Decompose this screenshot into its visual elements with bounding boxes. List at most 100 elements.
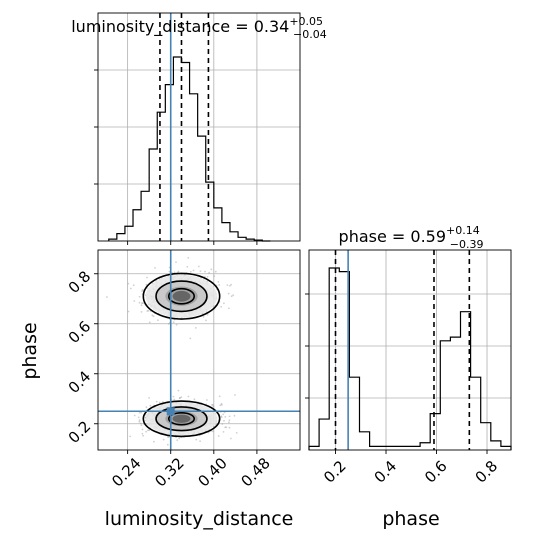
contour-1-2 bbox=[142, 400, 221, 438]
phase-x-tick-label: 0.6 bbox=[421, 457, 451, 487]
joint-y-tick-label: 0.4 bbox=[65, 367, 95, 397]
sample-point bbox=[217, 435, 220, 437]
sample-point bbox=[197, 265, 200, 268]
sample-point bbox=[227, 292, 230, 295]
sample-point bbox=[140, 311, 143, 313]
sample-point bbox=[220, 306, 223, 308]
sample-point bbox=[158, 401, 161, 404]
joint-y-tick-label: 0.6 bbox=[65, 317, 95, 347]
sample-point bbox=[212, 405, 215, 408]
sample-point bbox=[230, 295, 233, 298]
sample-point bbox=[106, 296, 108, 298]
sample-point bbox=[204, 270, 206, 273]
sample-point bbox=[138, 420, 141, 423]
sample-point bbox=[199, 270, 202, 272]
sample-point bbox=[146, 276, 148, 279]
sample-point bbox=[211, 430, 214, 433]
luminosity-distance-marginal-panel: luminosity_distance = 0.34+0.05 −0.04 bbox=[71, 12, 327, 245]
contour-1-1 bbox=[155, 406, 208, 432]
y-axis-label-phase: phase bbox=[19, 322, 41, 379]
sample-point bbox=[223, 302, 225, 305]
sample-point bbox=[140, 424, 143, 427]
sample-point bbox=[232, 294, 235, 297]
sample-point bbox=[175, 323, 178, 326]
contour-0-2 bbox=[142, 272, 221, 320]
phase-x-tick-labels: 0.2 0.4 0.6 0.8 bbox=[320, 457, 501, 487]
sample-point bbox=[177, 270, 180, 273]
phase-x-tick-label: 0.4 bbox=[371, 457, 401, 487]
sample-point bbox=[140, 304, 143, 307]
sample-point bbox=[189, 270, 192, 273]
sample-point bbox=[142, 434, 145, 437]
sample-point bbox=[226, 284, 229, 286]
sample-point bbox=[167, 323, 170, 325]
sample-point bbox=[221, 423, 224, 425]
sample-point bbox=[145, 406, 148, 409]
sample-point bbox=[230, 437, 232, 440]
joint-samples bbox=[98, 250, 300, 450]
sample-point bbox=[178, 437, 181, 440]
sample-point bbox=[151, 314, 154, 317]
density-shade-1-3 bbox=[172, 414, 191, 423]
sample-point bbox=[133, 300, 136, 302]
sample-point bbox=[217, 281, 220, 283]
sample-point bbox=[202, 316, 205, 318]
sample-point bbox=[213, 275, 216, 277]
ld-marginal-histogram bbox=[108, 13, 271, 242]
sample-point bbox=[206, 314, 209, 316]
joint-y-tick-labels: 0.2 0.4 0.6 0.8 bbox=[65, 267, 95, 447]
contour-0-1 bbox=[155, 280, 208, 313]
joint-x-tick-label: 0.24 bbox=[108, 454, 144, 490]
ld-marginal-grid bbox=[94, 13, 300, 245]
sample-point bbox=[141, 290, 144, 292]
sample-point bbox=[214, 270, 217, 273]
sample-point bbox=[142, 302, 144, 305]
sample-point bbox=[211, 404, 214, 406]
sample-point bbox=[220, 416, 223, 419]
sample-point bbox=[166, 443, 169, 446]
phase-marginal-panel: 0.2 0.4 0.6 0.8 phase = 0.59+0.14 −0.39 phas… bbox=[305, 224, 512, 530]
sample-point bbox=[152, 315, 155, 318]
sample-point bbox=[148, 321, 151, 324]
sample-point bbox=[206, 399, 208, 401]
sample-point bbox=[192, 269, 195, 272]
sample-point bbox=[210, 268, 213, 271]
x-axis-label-phase: phase bbox=[382, 508, 439, 530]
sample-point bbox=[189, 337, 192, 340]
sample-point bbox=[228, 419, 231, 422]
joint-x-tick-label: 0.40 bbox=[194, 454, 230, 490]
sample-point bbox=[187, 395, 190, 398]
sample-point bbox=[162, 438, 165, 441]
sample-point bbox=[149, 404, 152, 407]
contour-0-0 bbox=[167, 287, 196, 305]
sample-point bbox=[222, 431, 225, 433]
sample-point bbox=[235, 432, 238, 434]
sample-point bbox=[228, 426, 231, 429]
sample-point bbox=[147, 429, 149, 432]
joint-y-tick-label: 0.8 bbox=[65, 267, 95, 297]
sample-point bbox=[175, 261, 177, 263]
sample-point bbox=[233, 414, 236, 417]
sample-point bbox=[172, 395, 175, 398]
ld-marginal-frame bbox=[97, 12, 301, 242]
sample-point bbox=[138, 295, 141, 298]
x-axis-label-luminosity-distance: luminosity_distance bbox=[105, 508, 294, 530]
sample-point bbox=[208, 271, 211, 274]
sample-point bbox=[141, 428, 144, 431]
joint-posterior-panel: 0.24 0.32 0.40 0.48 0.2 0.4 0.6 0.8 luminosity… bbox=[19, 249, 301, 530]
sample-point bbox=[141, 432, 144, 435]
sample-point bbox=[129, 435, 132, 438]
sample-point bbox=[167, 436, 170, 439]
sample-point bbox=[219, 404, 222, 407]
sample-point bbox=[224, 416, 227, 418]
phase-histogram-step bbox=[308, 267, 512, 450]
sample-point bbox=[148, 429, 151, 432]
sample-point bbox=[132, 284, 135, 287]
sample-point bbox=[206, 275, 209, 278]
sample-point bbox=[177, 389, 180, 392]
sample-point bbox=[205, 319, 207, 322]
sample-point bbox=[228, 307, 230, 310]
sample-point bbox=[195, 438, 198, 441]
sample-point bbox=[178, 397, 181, 400]
